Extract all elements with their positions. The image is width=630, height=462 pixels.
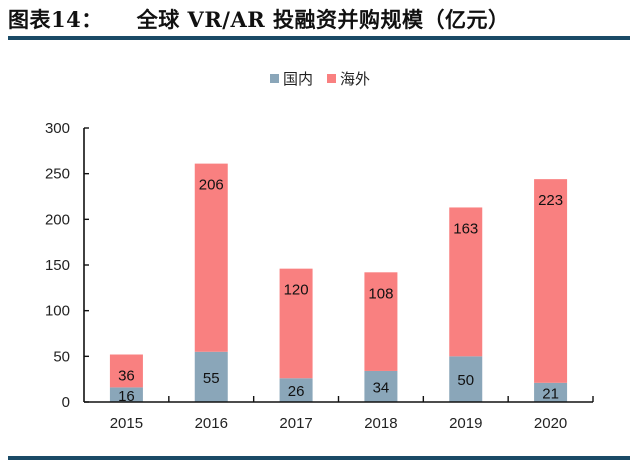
value-label-overseas-2017: 120 — [284, 282, 309, 299]
y-tick-label-0: 0 — [62, 394, 70, 411]
value-label-domestic-2017: 26 — [288, 383, 305, 400]
bar-domestic-2020 — [534, 382, 568, 402]
legend-item-domestic: 国内 — [270, 68, 313, 89]
bar-overseas-2017 — [279, 268, 313, 379]
y-tick-label-300: 300 — [45, 120, 70, 137]
labels-layer: 16 36 2015 55 206 2016 26 120 2017 34 108 2018 50 163… — [45, 120, 567, 432]
value-label-overseas-2020: 223 — [538, 192, 563, 209]
figure-title: 图表14： 全球 VR/AR 投融资并购规模（亿元） — [8, 4, 510, 32]
bar-overseas-2015 — [109, 354, 143, 388]
value-label-domestic-2016: 55 — [203, 370, 220, 387]
value-label-domestic-2020: 21 — [542, 385, 559, 402]
value-label-domestic-2019: 50 — [457, 372, 474, 389]
legend-swatch-overseas — [327, 74, 337, 83]
bar-overseas-2020 — [534, 179, 568, 383]
top-rule — [8, 36, 630, 40]
y-tick-label-100: 100 — [45, 303, 70, 320]
y-tick-label-50: 50 — [53, 348, 70, 365]
bars-layer — [109, 163, 568, 402]
figure-number: 图表14： — [8, 7, 103, 32]
bar-overseas-2018 — [364, 272, 398, 371]
bar-domestic-2016 — [194, 351, 228, 402]
legend-item-overseas: 海外 — [327, 68, 370, 89]
value-label-overseas-2016: 206 — [199, 177, 224, 194]
bar-domestic-2017 — [279, 378, 313, 402]
value-label-overseas-2018: 108 — [368, 285, 393, 302]
legend-swatch-domestic — [270, 74, 279, 83]
y-tick-label-150: 150 — [45, 257, 70, 274]
axes-layer — [83, 127, 594, 403]
bottom-rule — [8, 456, 630, 460]
bar-domestic-2018 — [364, 370, 398, 402]
figure-title-text: 全球 VR/AR 投融资并购规模（亿元） — [136, 7, 510, 32]
legend-label-domestic: 国内 — [283, 70, 314, 88]
x-tick-label-2016: 2016 — [195, 415, 228, 432]
bar-domestic-2015 — [109, 387, 143, 402]
chart-legend: 国内 海外 — [270, 68, 384, 89]
bar-overseas-2016 — [194, 163, 228, 352]
y-tick-label-250: 250 — [45, 166, 70, 183]
value-label-domestic-2018: 34 — [373, 379, 390, 396]
value-label-overseas-2019: 163 — [453, 220, 478, 237]
legend-label-overseas: 海外 — [340, 70, 371, 88]
x-tick-label-2015: 2015 — [110, 415, 143, 432]
value-label-overseas-2015: 36 — [118, 368, 135, 385]
y-tick-label-200: 200 — [45, 211, 70, 228]
bar-overseas-2019 — [449, 207, 483, 357]
x-tick-label-2017: 2017 — [279, 415, 312, 432]
bar-domestic-2019 — [449, 356, 483, 402]
value-label-domestic-2015: 16 — [118, 388, 135, 405]
x-tick-label-2019: 2019 — [449, 415, 482, 432]
x-tick-label-2018: 2018 — [364, 415, 397, 432]
x-tick-label-2020: 2020 — [534, 415, 567, 432]
